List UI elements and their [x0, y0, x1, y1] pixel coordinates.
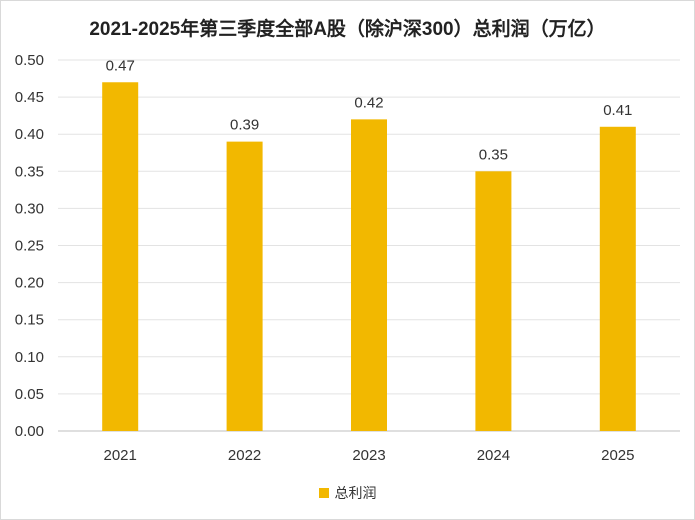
y-tick-label: 0.05: [15, 386, 44, 403]
data-label: 0.41: [603, 102, 632, 119]
legend: 总利润: [0, 483, 695, 503]
x-axis-ticks: 2021 2022 2023 2024 2025: [104, 447, 635, 464]
bar: [475, 171, 512, 432]
bars: [102, 82, 636, 432]
x-tick-label: 2025: [601, 447, 634, 464]
chart-title: 2021-2025年第三季度全部A股（除沪深300）总利润（万亿）: [89, 19, 606, 40]
bar: [226, 141, 263, 431]
x-tick-label: 2023: [352, 447, 385, 464]
y-tick-label: 0.00: [15, 423, 44, 440]
y-tick-label: 0.50: [15, 52, 44, 69]
data-labels: 0.47 0.39 0.42 0.35 0.41: [106, 57, 633, 163]
data-label: 0.42: [354, 94, 383, 111]
y-tick-label: 0.10: [15, 349, 44, 366]
bar: [351, 119, 387, 432]
y-axis-ticks: 0.00 0.05 0.10 0.15 0.20 0.25 0.30 0.35 0.40 0.45…: [15, 52, 44, 440]
y-tick-label: 0.45: [15, 89, 44, 106]
y-tick-label: 0.40: [15, 126, 44, 143]
bar: [599, 126, 636, 431]
y-tick-label: 0.20: [15, 275, 44, 292]
y-tick-label: 0.25: [15, 238, 44, 255]
x-tick-label: 2021: [104, 447, 137, 464]
data-label: 0.47: [106, 57, 135, 74]
data-label: 0.39: [230, 117, 259, 134]
x-tick-label: 2024: [477, 447, 510, 464]
bar: [102, 82, 139, 431]
y-tick-label: 0.15: [15, 312, 44, 329]
y-tick-label: 0.35: [15, 163, 44, 180]
y-tick-label: 0.30: [15, 200, 44, 217]
legend-swatch: [318, 488, 329, 498]
legend-label: 总利润: [334, 485, 377, 501]
x-tick-label: 2022: [228, 447, 261, 464]
data-label: 0.35: [479, 146, 508, 163]
